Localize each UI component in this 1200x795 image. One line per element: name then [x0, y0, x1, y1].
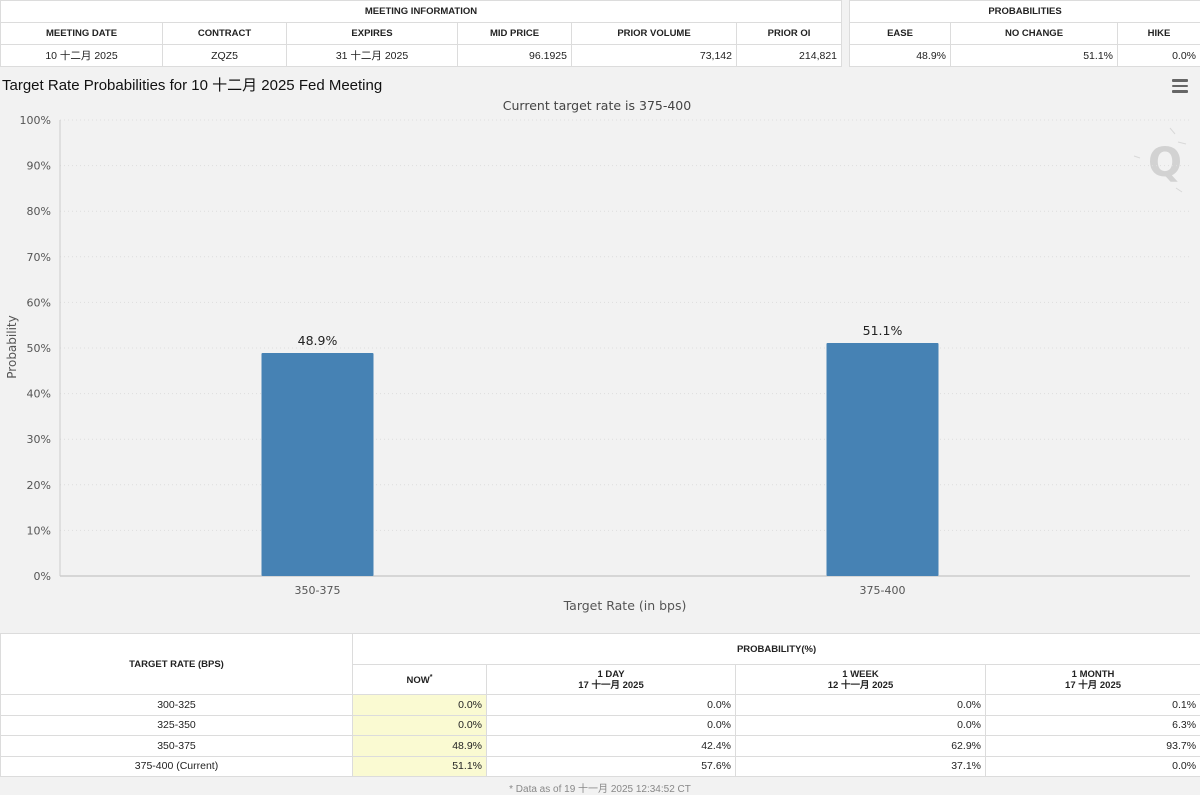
- row-1-month-value: 0.0%: [984, 755, 1200, 777]
- meeting-information-title: MEETING INFORMATION: [0, 0, 843, 23]
- column-1-week: 1 WEEK 12 十一月 2025: [735, 664, 986, 695]
- column-1-month-date: 17 十月 2025: [1065, 679, 1122, 691]
- bars: [261, 342, 939, 576]
- y-tick-label: 100%: [20, 114, 51, 127]
- row-1-day-value: 0.0%: [486, 694, 736, 716]
- y-axis-label: Probability: [5, 315, 19, 378]
- x-axis-label: Target Rate (in bps): [563, 598, 687, 613]
- row-now-value: 0.0%: [352, 694, 487, 716]
- header-prior-volume: PRIOR VOLUME: [571, 22, 737, 45]
- bar-375-400: [826, 342, 939, 576]
- bar-data-labels: 48.9% 51.1%: [298, 323, 903, 348]
- hamburger-menu-icon[interactable]: [1172, 79, 1188, 93]
- column-1-week-date: 12 十一月 2025: [827, 679, 894, 691]
- y-tick-label: 80%: [27, 205, 51, 218]
- y-gridlines: [59, 119, 1190, 577]
- hike-value: 0.0%: [1116, 44, 1200, 67]
- header-mid-price: MID PRICE: [457, 22, 572, 45]
- row-1-month-value: 6.3%: [984, 714, 1200, 736]
- row-1-week-value: 0.0%: [735, 694, 986, 716]
- row-1-day-value: 0.0%: [486, 714, 736, 736]
- y-tick-label: 70%: [27, 251, 51, 264]
- column-1-day: 1 DAY 17 十一月 2025: [486, 664, 736, 695]
- y-tick-label: 50%: [27, 342, 51, 355]
- column-now-label: NOW: [406, 675, 430, 687]
- top-summary: MEETING INFORMATION MEETING DATE CONTRAC…: [0, 0, 1200, 67]
- bar-data-label: 48.9%: [298, 333, 338, 348]
- x-tick-label: 350-375: [295, 584, 341, 597]
- row-1-week-value: 62.9%: [735, 735, 986, 757]
- row-1-month-value: 0.1%: [984, 694, 1200, 716]
- chart-title: Target Rate Probabilities for 10 十二月 202…: [2, 77, 383, 94]
- target-rate-header: TARGET RATE (BPS): [0, 633, 353, 695]
- column-1-day-date: 17 十一月 2025: [578, 679, 644, 691]
- probabilities-table: PROBABILITIES EASE NO CHANGE HIKE 48.9% …: [848, 0, 1200, 67]
- row-rate: 300-325: [0, 694, 353, 716]
- bar-data-label: 51.1%: [863, 323, 903, 338]
- column-now: NOW*: [352, 664, 487, 695]
- expires-value: 31 十二月 2025: [286, 44, 458, 67]
- y-tick-label: 60%: [27, 296, 51, 309]
- column-1-day-label: 1 DAY: [597, 668, 625, 680]
- meeting-information-table: MEETING INFORMATION MEETING DATE CONTRAC…: [0, 0, 843, 67]
- prior-oi-value: 214,821: [735, 44, 843, 67]
- y-tick-labels: 0% 10% 20% 30% 40% 50% 60% 70% 80% 90% 100%: [20, 114, 51, 583]
- table-row: 325-350 0.0% 0.0% 0.0% 6.3%: [0, 714, 1200, 736]
- ease-value: 48.9%: [849, 44, 951, 67]
- row-now-value: 48.9%: [352, 735, 487, 757]
- y-tick-label: 30%: [27, 433, 51, 446]
- x-tick-label: 375-400: [860, 584, 906, 597]
- header-prior-oi: PRIOR OI: [735, 22, 843, 45]
- probabilities-title: PROBABILITIES: [848, 0, 1200, 23]
- y-tick-label: 90%: [27, 160, 51, 173]
- row-1-week-value: 37.1%: [735, 755, 986, 777]
- column-1-week-label: 1 WEEK: [842, 668, 879, 680]
- row-1-month-value: 93.7%: [984, 735, 1200, 757]
- header-meeting-date: MEETING DATE: [0, 22, 163, 45]
- column-1-month: 1 MONTH 17 十月 2025: [984, 664, 1200, 695]
- x-tick-labels: 350-375 375-400: [295, 584, 906, 597]
- column-now-sup: *: [429, 674, 433, 682]
- table-row: 350-375 48.9% 42.4% 62.9% 93.7%: [0, 735, 1200, 757]
- target-rate-probability-table: TARGET RATE (BPS) PROBABILITY(%) NOW* 1 …: [0, 633, 1200, 777]
- no-change-value: 51.1%: [950, 44, 1118, 67]
- row-now-value: 51.1%: [352, 755, 487, 777]
- chart-subtitle: Current target rate is 375-400: [503, 98, 691, 113]
- row-1-day-value: 57.6%: [486, 755, 736, 777]
- probability-header: PROBABILITY(%): [351, 633, 1200, 665]
- data-timestamp-footnote: * Data as of 19 十一月 2025 12:34:52 CT: [509, 784, 691, 795]
- row-1-week-value: 0.0%: [735, 714, 986, 736]
- svg-text:Q: Q: [1148, 140, 1182, 186]
- row-rate: 325-350: [0, 714, 353, 736]
- y-tick-label: 40%: [27, 388, 51, 401]
- q-logo-watermark-icon: Q: [1133, 127, 1187, 193]
- y-tick-label: 20%: [27, 479, 51, 492]
- y-tick-label: 10%: [27, 524, 51, 537]
- probability-bar-chart: Current target rate is 375-400 Q 0% 10% 20…: [5, 98, 1190, 613]
- table-row: 375-400 (Current) 51.1% 57.6% 37.1% 0.0%: [0, 755, 1200, 777]
- row-now-value: 0.0%: [352, 714, 487, 736]
- y-tick-label: 0%: [34, 570, 51, 583]
- header-no-change: NO CHANGE: [950, 22, 1118, 45]
- header-expires: EXPIRES: [286, 22, 458, 45]
- row-rate: 350-375: [0, 735, 353, 757]
- header-contract: CONTRACT: [162, 22, 287, 45]
- table-row: 300-325 0.0% 0.0% 0.0% 0.1%: [0, 694, 1200, 716]
- header-ease: EASE: [849, 22, 951, 45]
- meeting-date-value: 10 十二月 2025: [0, 44, 163, 67]
- prior-volume-value: 73,142: [571, 44, 737, 67]
- contract-value: ZQZ5: [162, 44, 287, 67]
- mid-price-value: 96.1925: [457, 44, 572, 67]
- row-rate: 375-400 (Current): [0, 755, 353, 777]
- header-hike: HIKE: [1116, 22, 1200, 45]
- column-1-month-label: 1 MONTH: [1071, 668, 1115, 680]
- bar-350-375: [261, 353, 374, 576]
- row-1-day-value: 42.4%: [486, 735, 736, 757]
